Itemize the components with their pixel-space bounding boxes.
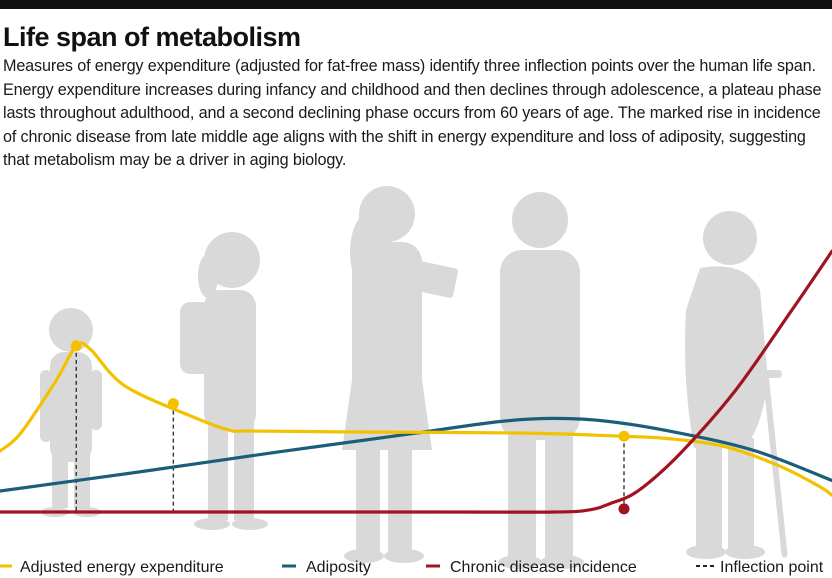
- legend-label-energy: Adjusted energy expenditure: [20, 559, 224, 576]
- legend-item-adiposity: Adiposity: [282, 559, 371, 576]
- teenager-silhouette: [342, 186, 459, 563]
- inflection-point-4: [618, 503, 630, 515]
- series-adiposity-line: [0, 416, 832, 493]
- legend-label-chronic: Chronic disease incidence: [450, 559, 637, 576]
- chart-subtitle: Measures of energy expenditure (adjusted…: [3, 57, 822, 169]
- adult-silhouette: [498, 192, 584, 569]
- elderly-silhouette: [685, 211, 788, 559]
- inflection-point-2: [167, 398, 179, 410]
- series-chronic-line: [0, 249, 832, 514]
- legend-item-inflection: Inflection point: [696, 559, 824, 576]
- child-silhouette: [180, 232, 268, 530]
- legend-label-inflection: Inflection point: [720, 559, 824, 576]
- legend-item-chronic: Chronic disease incidence: [426, 559, 637, 576]
- metabolism-chart: Adjusted energy expenditure Adiposity Ch…: [0, 186, 832, 576]
- chart-title: Life span of metabolism: [3, 22, 301, 52]
- legend-item-energy: Adjusted energy expenditure: [0, 559, 224, 576]
- inflection-point-3: [618, 430, 630, 442]
- legend-label-adiposity: Adiposity: [306, 559, 371, 576]
- inflection-point-1: [70, 340, 82, 352]
- top-rule: [0, 0, 832, 9]
- legend: Adjusted energy expenditure Adiposity Ch…: [0, 559, 824, 576]
